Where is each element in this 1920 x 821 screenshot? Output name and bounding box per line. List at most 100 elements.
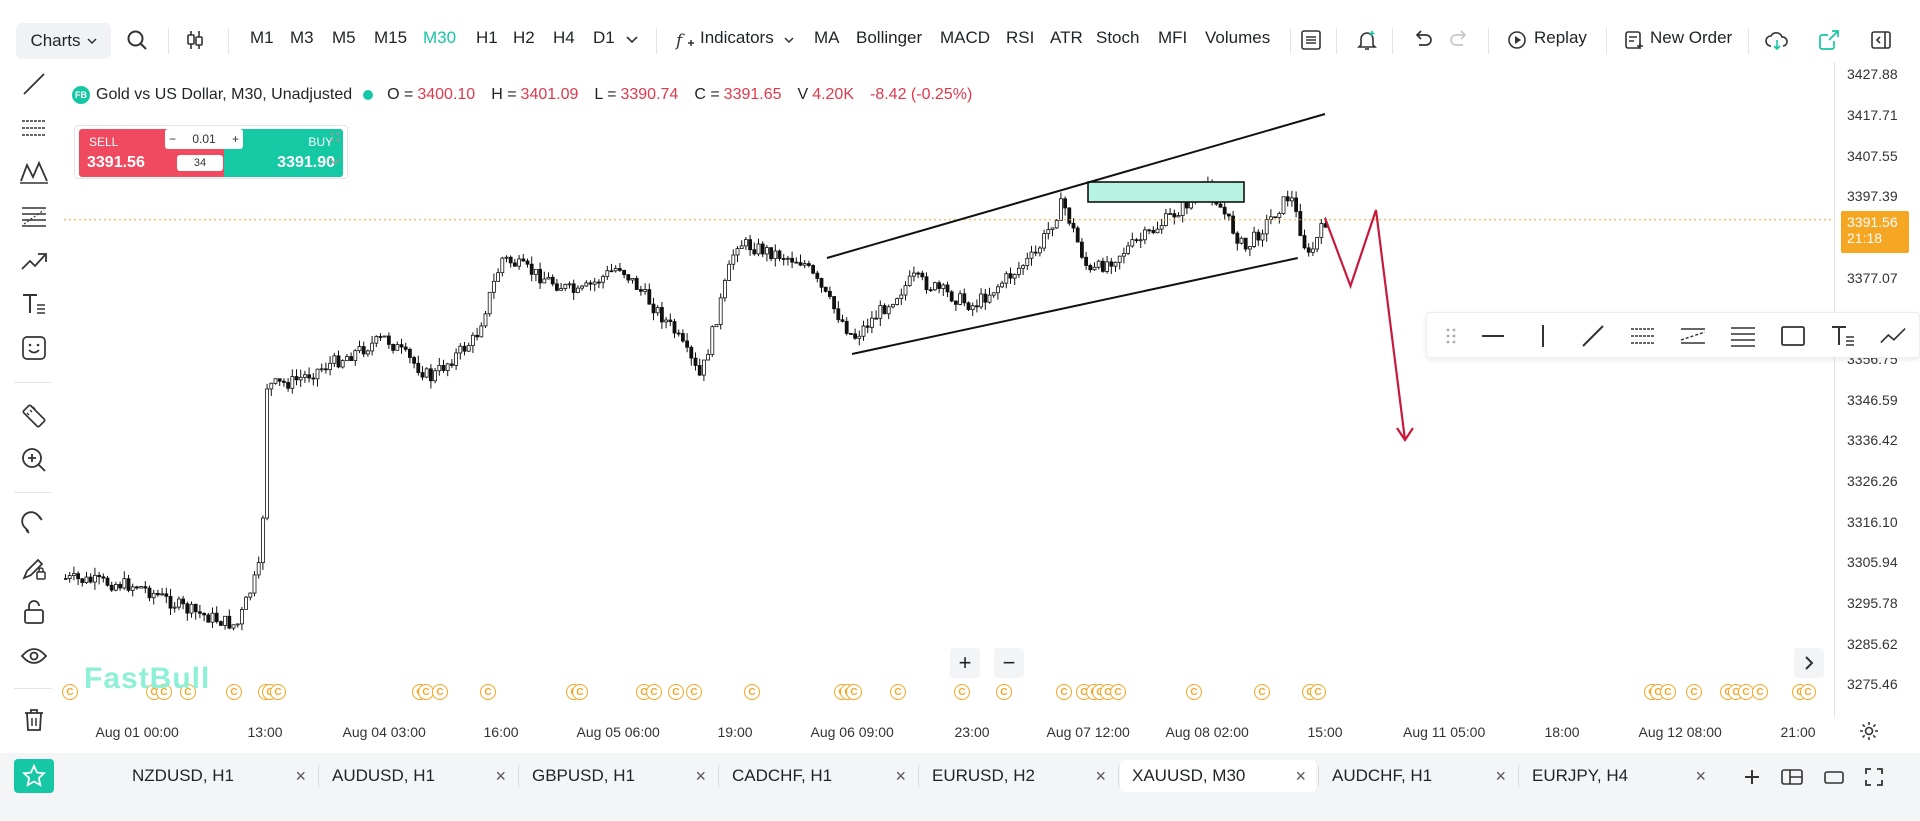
economic-event-marker[interactable]: C [1800,684,1816,700]
replay-icon[interactable] [1504,27,1530,53]
indicator-mfi-button[interactable]: MFI [1158,28,1188,47]
ray-line-tool-icon[interactable] [1579,322,1607,350]
split-layout-icon[interactable] [1780,765,1804,789]
plus-icon[interactable]: + [231,132,239,146]
channel-upper-trendline[interactable] [826,113,1326,259]
economic-event-marker[interactable]: C [1056,684,1072,700]
alert-bell-icon[interactable] [1354,27,1380,53]
candlestick-type-icon[interactable] [182,27,208,53]
timeframe-m15[interactable]: M15 [374,28,408,47]
symbol-tab[interactable]: AUDCHF, H1 × [1320,760,1516,792]
quantity-stepper[interactable]: − 0.01 + [165,129,243,149]
symbol-tab[interactable]: CADCHF, H1 × [720,760,916,792]
indicator-macd-button[interactable]: MACD [940,28,991,47]
more-timeframes-chevron-icon[interactable] [619,27,645,53]
zoom-out-button[interactable]: − [994,648,1024,678]
sell-button[interactable]: SELL 3391.56 [79,129,175,177]
buy-button[interactable]: BUY 3391.90 [251,129,343,177]
economic-event-marker[interactable]: C [1186,684,1202,700]
economic-event-marker[interactable]: C [668,684,684,700]
indicator-rsi-button[interactable]: RSI [1006,28,1035,47]
search-icon[interactable] [124,27,150,53]
chevron-down-icon[interactable] [776,27,802,53]
indicator-volumes-button[interactable]: Volumes [1205,28,1271,47]
price-chart[interactable] [64,62,1834,737]
fib-levels-tool-icon[interactable] [1729,322,1757,350]
indicator-ma-button[interactable]: MA [814,28,840,47]
timeframe-m1[interactable]: M1 [250,28,274,47]
bearish-projection-arrow[interactable] [1323,209,1407,441]
new-order-button[interactable]: New Order [1650,28,1733,47]
fullscreen-icon[interactable] [1862,765,1886,789]
indicator-stoch-button[interactable]: Stoch [1096,28,1140,47]
economic-event-marker[interactable]: C [418,684,434,700]
economic-event-marker[interactable]: C [744,684,760,700]
channel-lower-trendline[interactable] [851,257,1298,355]
visibility-eye-icon[interactable] [16,638,52,674]
indicators-fx-icon[interactable]: f [672,27,698,53]
economic-event-marker[interactable]: C [686,684,702,700]
add-tab-plus-icon[interactable] [1740,765,1764,789]
close-tab-icon[interactable]: × [895,765,906,786]
pattern-tool-icon[interactable] [16,154,52,190]
timeframe-m5[interactable]: M5 [332,28,356,47]
text-note-tool-icon[interactable] [1829,322,1857,350]
time-axis[interactable]: Aug 01 00:00 13:00 Aug 04 03:00 16:00 Aug 05… [64,716,1834,746]
economic-event-marker[interactable]: C [180,684,196,700]
symbol-tab[interactable]: GBPUSD, H1 × [520,760,716,792]
close-tab-icon[interactable]: × [1295,765,1306,786]
timeframe-h4[interactable]: H4 [553,28,575,47]
scroll-to-latest-button[interactable] [1794,648,1824,678]
resistance-zone-rectangle[interactable] [1087,181,1245,203]
economic-event-marker[interactable]: C [646,684,662,700]
regression-channel-tool-icon[interactable] [1679,322,1707,350]
symbol-tab[interactable]: XAUUSD, M30 × [1120,760,1316,792]
redo-icon[interactable] [1446,27,1472,53]
economic-event-marker[interactable]: C [1110,684,1126,700]
magnet-tool-icon[interactable] [16,506,52,542]
trend-arrow-tool-icon[interactable] [16,242,52,278]
minus-icon[interactable]: − [169,132,177,146]
indicator-bollinger-button[interactable]: Bollinger [856,28,923,47]
timeframe-m30[interactable]: M30 [423,28,457,47]
charts-menu-button[interactable]: Charts [16,23,111,59]
symbol-tab[interactable]: AUDUSD, H1 × [320,760,516,792]
single-layout-icon[interactable] [1822,765,1846,789]
vertical-line-tool-icon[interactable] [1529,322,1557,350]
chart-settings-gear-icon[interactable] [1858,720,1880,742]
close-tab-icon[interactable]: × [1695,765,1706,786]
horizontal-line-tool-icon[interactable] [1479,322,1507,350]
economic-event-marker[interactable]: C [1686,684,1702,700]
economic-event-marker[interactable]: C [1254,684,1270,700]
economic-event-marker[interactable]: C [432,684,448,700]
layout-settings-icon[interactable] [1298,27,1324,53]
timeframe-d1[interactable]: D1 [593,28,615,47]
new-order-icon[interactable] [1621,27,1647,53]
close-tab-icon[interactable]: × [1495,765,1506,786]
symbol-title[interactable]: Gold vs US Dollar, M30, Unadjusted [96,86,353,103]
chevron-down-icon[interactable] [329,158,341,166]
indicator-atr-button[interactable]: ATR [1050,28,1083,47]
close-tab-icon[interactable]: × [495,765,506,786]
zoom-in-button[interactable]: + [950,648,980,678]
quantity-value[interactable]: 0.01 [192,132,216,146]
brush-lock-tool-icon[interactable] [16,550,52,586]
parallel-channel-tool-icon[interactable] [1629,322,1657,350]
cloud-save-icon[interactable] [1764,27,1790,53]
economic-event-marker[interactable]: C [890,684,906,700]
trend-line-tool-icon[interactable] [16,66,52,102]
replay-button[interactable]: Replay [1534,28,1587,47]
drag-handle-icon[interactable] [1437,322,1465,350]
economic-event-marker[interactable]: C [226,684,242,700]
indicators-button[interactable]: Indicators [700,28,774,47]
close-tab-icon[interactable]: × [695,765,706,786]
economic-event-marker[interactable]: C [480,684,496,700]
economic-event-marker[interactable]: C [954,684,970,700]
rectangle-tool-icon[interactable] [1779,322,1807,350]
timeframe-h1[interactable]: H1 [476,28,498,47]
zoom-in-tool-icon[interactable] [16,442,52,478]
symbol-tab[interactable]: EURUSD, H2 × [920,760,1116,792]
price-axis[interactable]: 3275.46 3285.62 3295.78 3305.94 3316.10 3326.… [1834,62,1920,718]
close-tab-icon[interactable]: × [295,765,306,786]
symbol-tab[interactable]: EURJPY, H4 × [1520,760,1716,792]
